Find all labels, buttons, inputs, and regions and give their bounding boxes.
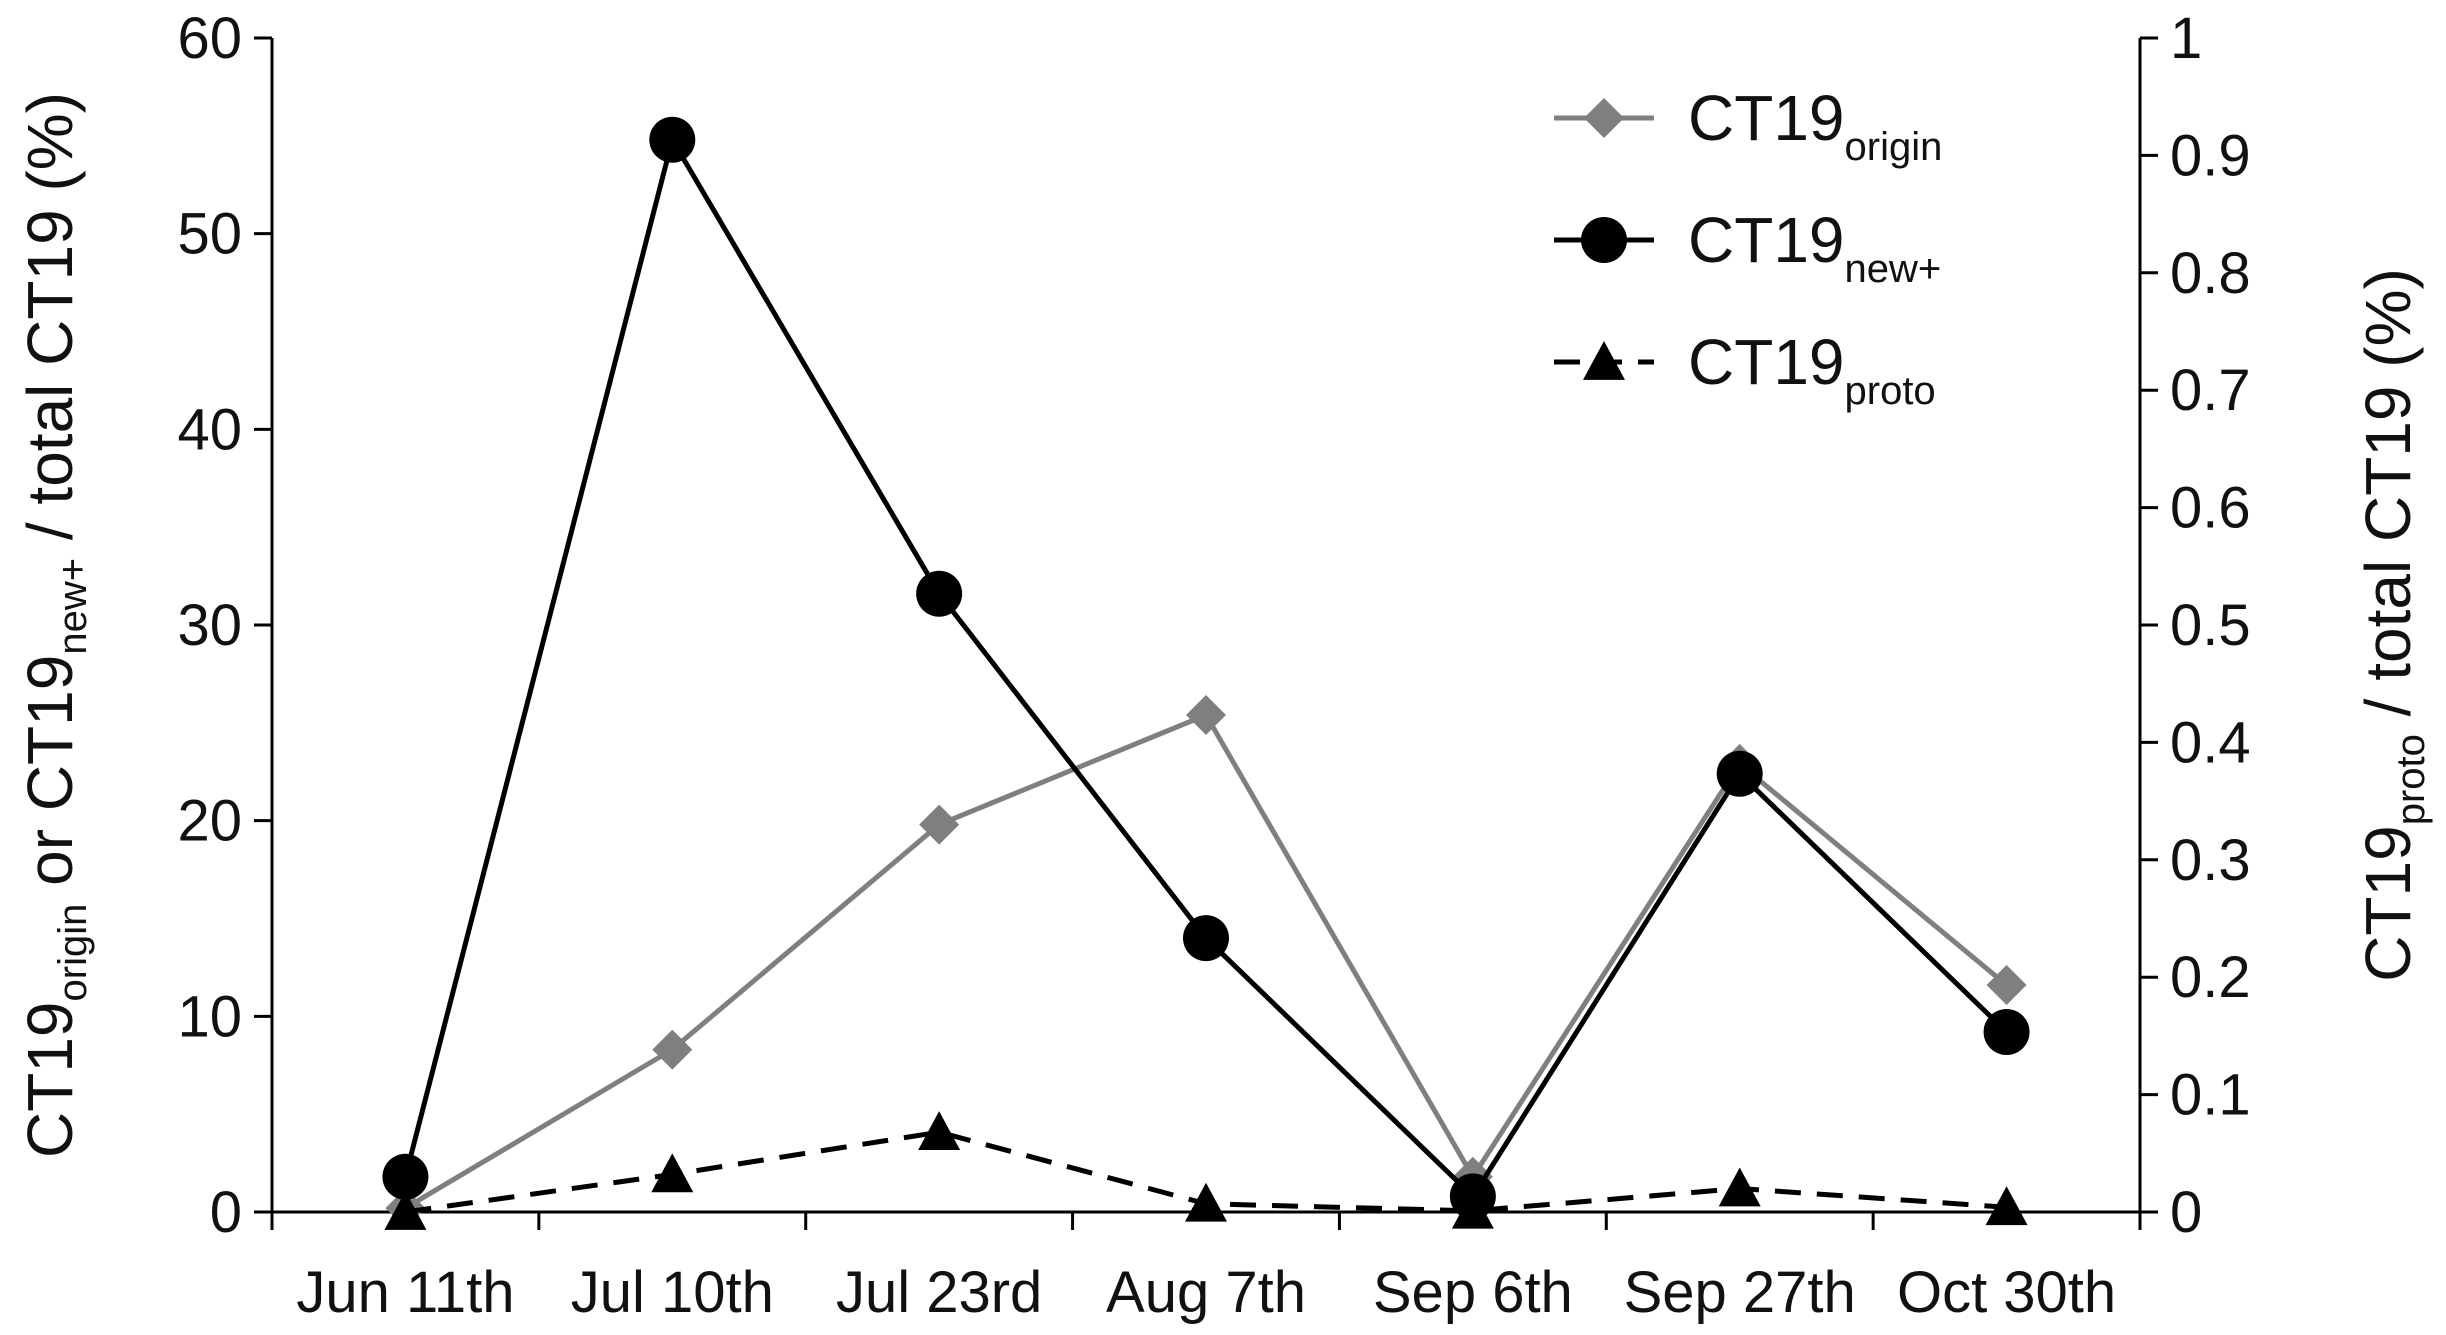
- data-point-proto: [1451, 1189, 1494, 1229]
- legend-label: CT19proto: [1688, 326, 1936, 413]
- right-y-tick-label: 0: [2170, 1180, 2202, 1245]
- legend-marker: [1584, 98, 1624, 138]
- x-tick-label: Jun 11th: [296, 1260, 514, 1325]
- right-y-tick-label: 1: [2170, 6, 2202, 71]
- series-proto: [384, 1111, 2028, 1230]
- series-origin: [385, 695, 2027, 1229]
- legend-marker: [1581, 217, 1627, 263]
- left-y-title-sub-new: new+: [51, 558, 95, 655]
- right-y-title-part-1: CT19: [2352, 825, 2424, 982]
- data-point-proto: [918, 1111, 961, 1151]
- plot-frame: [270, 38, 2142, 1214]
- legend-marker: [1583, 341, 1625, 380]
- legend-item-new+: CT19new+: [1554, 204, 1941, 291]
- data-point-origin: [652, 1029, 693, 1070]
- right-y-tick-label: 0.4: [2170, 710, 2251, 775]
- series-layer: [382, 116, 2030, 1230]
- right-y-tick-label: 0.8: [2170, 241, 2251, 306]
- left-y-title-sub-origin: origin: [51, 904, 95, 1002]
- right-y-title-part-2: / total CT19 (%): [2352, 268, 2424, 734]
- right-y-tick-label: 0.2: [2170, 945, 2251, 1010]
- left-y-title-part-3: / total CT19 (%): [14, 92, 86, 558]
- left-y-tick-label: 20: [177, 789, 242, 854]
- data-point-origin: [1186, 695, 1226, 736]
- right-y-tick-label: 0.7: [2170, 358, 2251, 423]
- right-y-tick-label: 0.5: [2170, 593, 2251, 658]
- data-point-new+: [916, 570, 963, 617]
- right-y-axis-title: CT19proto / total CT19 (%): [2352, 268, 2433, 982]
- right-y-tick-label: 0.3: [2170, 828, 2251, 893]
- data-point-new+: [1983, 1008, 2030, 1055]
- data-point-new+: [1716, 750, 1763, 797]
- legend-item-proto: CT19proto: [1554, 326, 1936, 413]
- x-tick-label: Sep 6th: [1373, 1260, 1573, 1325]
- data-point-new+: [1183, 915, 1229, 962]
- left-y-tick-label: 60: [177, 6, 242, 71]
- left-y-tick-label: 30: [177, 593, 242, 658]
- series-line-new+: [403, 133, 2009, 1201]
- data-point-origin: [919, 804, 960, 845]
- legend-label: CT19new+: [1688, 204, 1941, 291]
- x-tick-label: Jul 23rd: [836, 1260, 1042, 1325]
- left-y-axis-ticks: 0 10 20 30 40 50 60: [177, 6, 272, 1245]
- data-point-origin: [1986, 965, 2027, 1006]
- data-point-new+: [649, 116, 696, 163]
- right-y-tick-label: 0.6: [2170, 476, 2251, 541]
- data-point-proto: [651, 1153, 694, 1193]
- x-tick-label: Aug 7th: [1106, 1260, 1306, 1325]
- left-y-tick-label: 50: [177, 202, 242, 267]
- left-y-tick-label: 40: [177, 397, 242, 462]
- left-y-tick-label: 10: [177, 984, 242, 1049]
- right-y-axis-ticks: 0 0.1 0.2 0.3 0.4 0.5 0.6 0.7 0.8 0.9 1: [2140, 6, 2251, 1245]
- x-axis-ticks: Jun 11th Jul 10th Jul 23rd Aug 7th Sep 6th Se…: [270, 1212, 2142, 1325]
- legend-item-origin: CT19origin: [1554, 82, 1942, 169]
- left-y-title-part-1: CT19: [14, 1001, 86, 1158]
- left-y-tick-label: 0: [210, 1180, 242, 1245]
- series-line-origin: [404, 711, 2009, 1211]
- x-tick-label: Oct 30th: [1897, 1260, 2116, 1325]
- data-point-proto: [1985, 1186, 2028, 1226]
- data-point-proto: [1185, 1182, 1227, 1222]
- series-new+: [382, 116, 2030, 1220]
- left-y-title-part-2: or CT19: [14, 655, 86, 904]
- data-point-new+: [382, 1153, 429, 1200]
- right-y-title-sub-proto: proto: [2389, 734, 2433, 825]
- legend: CT19origin CT19new+ CT19proto: [1554, 82, 1942, 413]
- left-y-axis-title: CT19origin or CT19new+ / total CT19 (%): [14, 92, 95, 1158]
- data-point-proto: [384, 1191, 427, 1230]
- data-point-proto: [1718, 1167, 1761, 1207]
- right-y-tick-label: 0.9: [2170, 123, 2251, 188]
- legend-label: CT19origin: [1688, 82, 1942, 169]
- x-tick-label: Sep 27th: [1624, 1260, 1856, 1325]
- x-tick-label: Jul 10th: [571, 1260, 774, 1325]
- right-y-tick-label: 0.1: [2170, 1063, 2251, 1128]
